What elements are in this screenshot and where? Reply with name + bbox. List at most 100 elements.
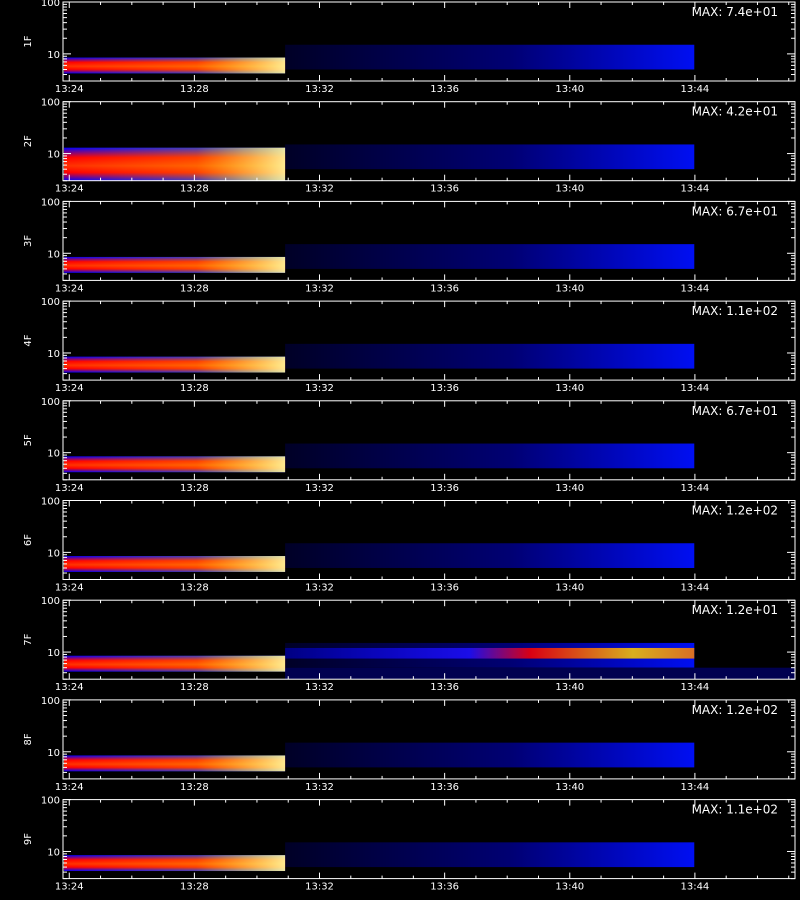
x-tick-label: 13:36 xyxy=(430,583,459,594)
x-tick-label: 13:28 xyxy=(180,583,209,594)
early-band-hot xyxy=(64,147,286,181)
panel-label: 7F xyxy=(23,633,34,645)
plot-frame xyxy=(62,101,796,182)
x-tick-label: 13:36 xyxy=(430,184,459,195)
x-tick-label: 13:36 xyxy=(430,483,459,494)
x-tick-label: 13:24 xyxy=(55,782,84,793)
x-tick-label: 13:36 xyxy=(430,283,459,294)
x-tick-label: 13:32 xyxy=(305,583,334,594)
y-tick-label: 100 xyxy=(41,696,60,707)
y-tick-label: 10 xyxy=(47,150,60,161)
x-tick-label: 13:24 xyxy=(55,383,84,394)
x-tick-label: 13:24 xyxy=(55,682,84,693)
x-tick-label: 13:36 xyxy=(430,84,459,95)
y-tick-label: 100 xyxy=(41,596,60,607)
y-tick-label: 10 xyxy=(47,349,60,360)
x-tick-label: 13:24 xyxy=(55,283,84,294)
max-label: MAX: 1.1e+02 xyxy=(692,304,778,318)
x-tick-label: 13:36 xyxy=(430,882,459,893)
heatmap-2F xyxy=(64,144,695,181)
blue-emission xyxy=(285,842,695,868)
y-tick-label: 10 xyxy=(47,449,60,460)
x-tick-label: 13:44 xyxy=(680,184,709,195)
plot-frame xyxy=(62,500,796,580)
panel-2F: 10 100 13:24 13:28 13:32 13:36 13:40 13:44 2F MAX… xyxy=(23,98,796,195)
heatmap-7F xyxy=(64,642,795,680)
x-tick-label: 13:28 xyxy=(180,383,209,394)
panel-label: 4F xyxy=(23,334,34,346)
panel-label: 6F xyxy=(23,534,34,546)
x-tick-label: 13:24 xyxy=(55,483,84,494)
early-band-hot xyxy=(64,755,286,772)
plot-frame xyxy=(62,300,796,381)
plot-frame xyxy=(62,599,796,680)
blue-emission xyxy=(285,44,695,70)
blue-emission xyxy=(285,742,695,768)
x-tick-label: 13:44 xyxy=(680,782,709,793)
x-tick-label: 13:28 xyxy=(180,882,209,893)
x-tick-label: 13:44 xyxy=(680,84,709,95)
panel-3F: 10 100 13:24 13:28 13:32 13:36 13:40 13:44 3F MAX… xyxy=(23,197,796,294)
x-tick-label: 13:28 xyxy=(180,184,209,195)
y-tick-label: 100 xyxy=(41,297,60,308)
plot-frame xyxy=(62,200,796,281)
early-band-hot xyxy=(64,556,286,572)
plot-frame xyxy=(62,699,796,780)
x-tick-label: 13:36 xyxy=(430,682,459,693)
early-band-hot xyxy=(64,256,286,273)
max-label: MAX: 1.1e+02 xyxy=(692,803,778,817)
x-tick-label: 13:40 xyxy=(555,283,584,294)
heatmap-5F xyxy=(64,443,695,473)
y-tick-label: 10 xyxy=(47,748,60,759)
y-tick-label: 10 xyxy=(47,50,60,61)
y-tick-label: 10 xyxy=(47,548,60,559)
x-tick-label: 13:40 xyxy=(555,782,584,793)
y-tick-label: 10 xyxy=(47,249,60,260)
x-tick-label: 13:24 xyxy=(55,882,84,893)
x-tick-label: 13:32 xyxy=(305,84,334,95)
x-tick-label: 13:44 xyxy=(680,483,709,494)
blue-emission xyxy=(285,343,695,369)
max-label: MAX: 4.2e+01 xyxy=(692,105,778,119)
panel-7F: 10 100 13:24 13:28 13:32 13:36 13:40 13:44 7F MAX… xyxy=(23,596,796,693)
x-tick-label: 13:40 xyxy=(555,583,584,594)
heatmap-6F xyxy=(64,543,695,572)
x-tick-label: 13:36 xyxy=(430,782,459,793)
y-tick-label: 10 xyxy=(47,648,60,659)
x-tick-label: 13:24 xyxy=(55,84,84,95)
panel-label: 1F xyxy=(23,35,34,47)
panel-8F: 10 100 13:24 13:28 13:32 13:36 13:40 13:44 8F MAX… xyxy=(23,696,796,793)
max-label: MAX: 1.2e+02 xyxy=(692,703,778,717)
panel-label: 8F xyxy=(23,733,34,745)
panel-5F: 10 100 13:24 13:28 13:32 13:36 13:40 13:44 5F MAX… xyxy=(23,397,796,494)
x-tick-label: 13:36 xyxy=(430,383,459,394)
panel-label: 9F xyxy=(23,833,34,845)
blue-emission xyxy=(285,443,695,469)
x-tick-label: 13:28 xyxy=(180,682,209,693)
y-tick-label: 100 xyxy=(41,397,60,408)
low-emission xyxy=(285,667,795,680)
x-tick-label: 13:32 xyxy=(305,283,334,294)
x-tick-label: 13:44 xyxy=(680,583,709,594)
y-tick-label: 10 xyxy=(47,847,60,858)
y-tick-label: 100 xyxy=(41,98,60,109)
early-band-hot xyxy=(64,57,286,74)
x-tick-label: 13:28 xyxy=(180,483,209,494)
x-tick-label: 13:32 xyxy=(305,682,334,693)
panel-9F: 10 100 13:24 13:28 13:32 13:36 13:40 13:44 9F MAX… xyxy=(23,796,796,893)
plot-frame xyxy=(62,1,796,82)
x-tick-label: 13:28 xyxy=(180,84,209,95)
max-label: MAX: 6.7e+01 xyxy=(692,404,778,418)
heatmap-9F xyxy=(64,842,695,872)
panel-6F: 10 100 13:24 13:28 13:32 13:36 13:40 13:44 6F MAX… xyxy=(23,497,796,594)
x-tick-label: 13:24 xyxy=(55,583,84,594)
early-band-hot xyxy=(64,456,286,473)
hot-emission xyxy=(285,647,695,659)
panel-label: 5F xyxy=(23,434,34,446)
y-tick-label: 100 xyxy=(41,796,60,807)
x-tick-label: 13:32 xyxy=(305,882,334,893)
early-band-hot xyxy=(64,356,286,373)
x-tick-label: 13:44 xyxy=(680,283,709,294)
x-tick-label: 13:40 xyxy=(555,84,584,95)
